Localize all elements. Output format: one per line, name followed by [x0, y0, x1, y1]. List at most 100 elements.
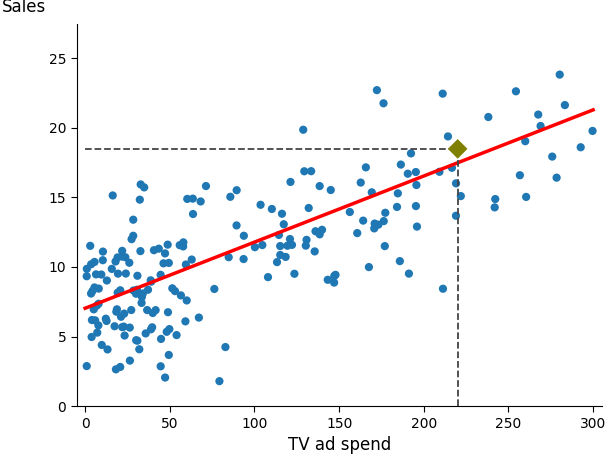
- Point: [82, 362, 91, 370]
- Point: [92, 302, 102, 309]
- Point: [86, 260, 96, 268]
- Point: [196, 198, 206, 205]
- Point: [133, 272, 142, 279]
- Point: [178, 243, 188, 250]
- Point: [231, 222, 241, 229]
- Y-axis label: Sales: Sales: [2, 0, 46, 16]
- Point: [156, 335, 166, 343]
- Point: [515, 171, 525, 179]
- Point: [239, 232, 249, 239]
- Point: [379, 218, 389, 225]
- Point: [267, 205, 277, 213]
- Point: [146, 277, 155, 284]
- Point: [373, 221, 383, 228]
- Point: [483, 113, 493, 121]
- Point: [156, 363, 166, 370]
- Point: [223, 254, 233, 261]
- X-axis label: TV ad spend: TV ad spend: [287, 436, 391, 454]
- Point: [90, 258, 99, 266]
- Point: [89, 306, 99, 313]
- Point: [111, 366, 121, 373]
- Point: [98, 256, 107, 264]
- Point: [393, 189, 403, 197]
- Point: [87, 333, 96, 341]
- Point: [361, 164, 371, 171]
- Point: [403, 170, 413, 177]
- Point: [113, 289, 123, 296]
- Point: [115, 287, 125, 294]
- Point: [82, 265, 91, 272]
- Point: [435, 168, 445, 176]
- Point: [275, 242, 285, 250]
- Point: [181, 318, 190, 325]
- Point: [194, 314, 204, 321]
- Point: [87, 316, 97, 324]
- Point: [125, 324, 134, 331]
- Point: [117, 247, 127, 254]
- Point: [285, 235, 295, 242]
- Point: [188, 195, 198, 202]
- Point: [113, 254, 123, 261]
- Point: [279, 220, 289, 228]
- Point: [107, 265, 117, 272]
- Point: [163, 308, 173, 316]
- Point: [301, 242, 311, 249]
- Point: [372, 87, 382, 94]
- Point: [214, 378, 224, 385]
- Point: [220, 343, 230, 351]
- Point: [120, 254, 130, 261]
- Point: [117, 324, 127, 331]
- Point: [187, 256, 196, 263]
- Point: [128, 287, 138, 294]
- Point: [133, 337, 142, 344]
- Point: [163, 241, 173, 248]
- Point: [108, 192, 118, 199]
- Point: [255, 201, 265, 208]
- Point: [447, 164, 457, 171]
- Point: [380, 242, 390, 250]
- Point: [451, 212, 461, 219]
- Point: [136, 248, 146, 255]
- Point: [451, 180, 461, 187]
- Point: [103, 346, 112, 353]
- Point: [139, 183, 149, 191]
- Point: [300, 168, 309, 175]
- Point: [188, 210, 198, 218]
- Point: [263, 273, 273, 281]
- Point: [329, 279, 339, 286]
- Point: [132, 286, 142, 294]
- Point: [136, 181, 146, 188]
- Point: [370, 220, 379, 227]
- Point: [453, 145, 462, 153]
- Point: [301, 236, 311, 243]
- Point: [356, 179, 366, 186]
- Point: [179, 239, 188, 246]
- Point: [379, 100, 389, 107]
- Point: [125, 357, 135, 364]
- Point: [146, 325, 156, 333]
- Point: [90, 284, 99, 291]
- Point: [521, 193, 531, 201]
- Point: [181, 261, 191, 268]
- Point: [113, 270, 123, 278]
- Point: [149, 247, 159, 254]
- Point: [134, 346, 144, 353]
- Point: [395, 257, 405, 265]
- Point: [92, 329, 102, 337]
- Point: [117, 253, 127, 260]
- Point: [443, 133, 453, 140]
- Point: [120, 332, 130, 339]
- Point: [317, 226, 327, 233]
- Point: [352, 230, 362, 237]
- Point: [182, 297, 192, 304]
- Point: [290, 270, 300, 278]
- Point: [225, 193, 235, 201]
- Point: [91, 271, 101, 278]
- Point: [85, 242, 95, 249]
- Point: [404, 270, 414, 278]
- Point: [392, 203, 402, 211]
- Point: [111, 258, 120, 265]
- Point: [310, 248, 320, 255]
- Point: [364, 263, 374, 271]
- Point: [547, 153, 557, 160]
